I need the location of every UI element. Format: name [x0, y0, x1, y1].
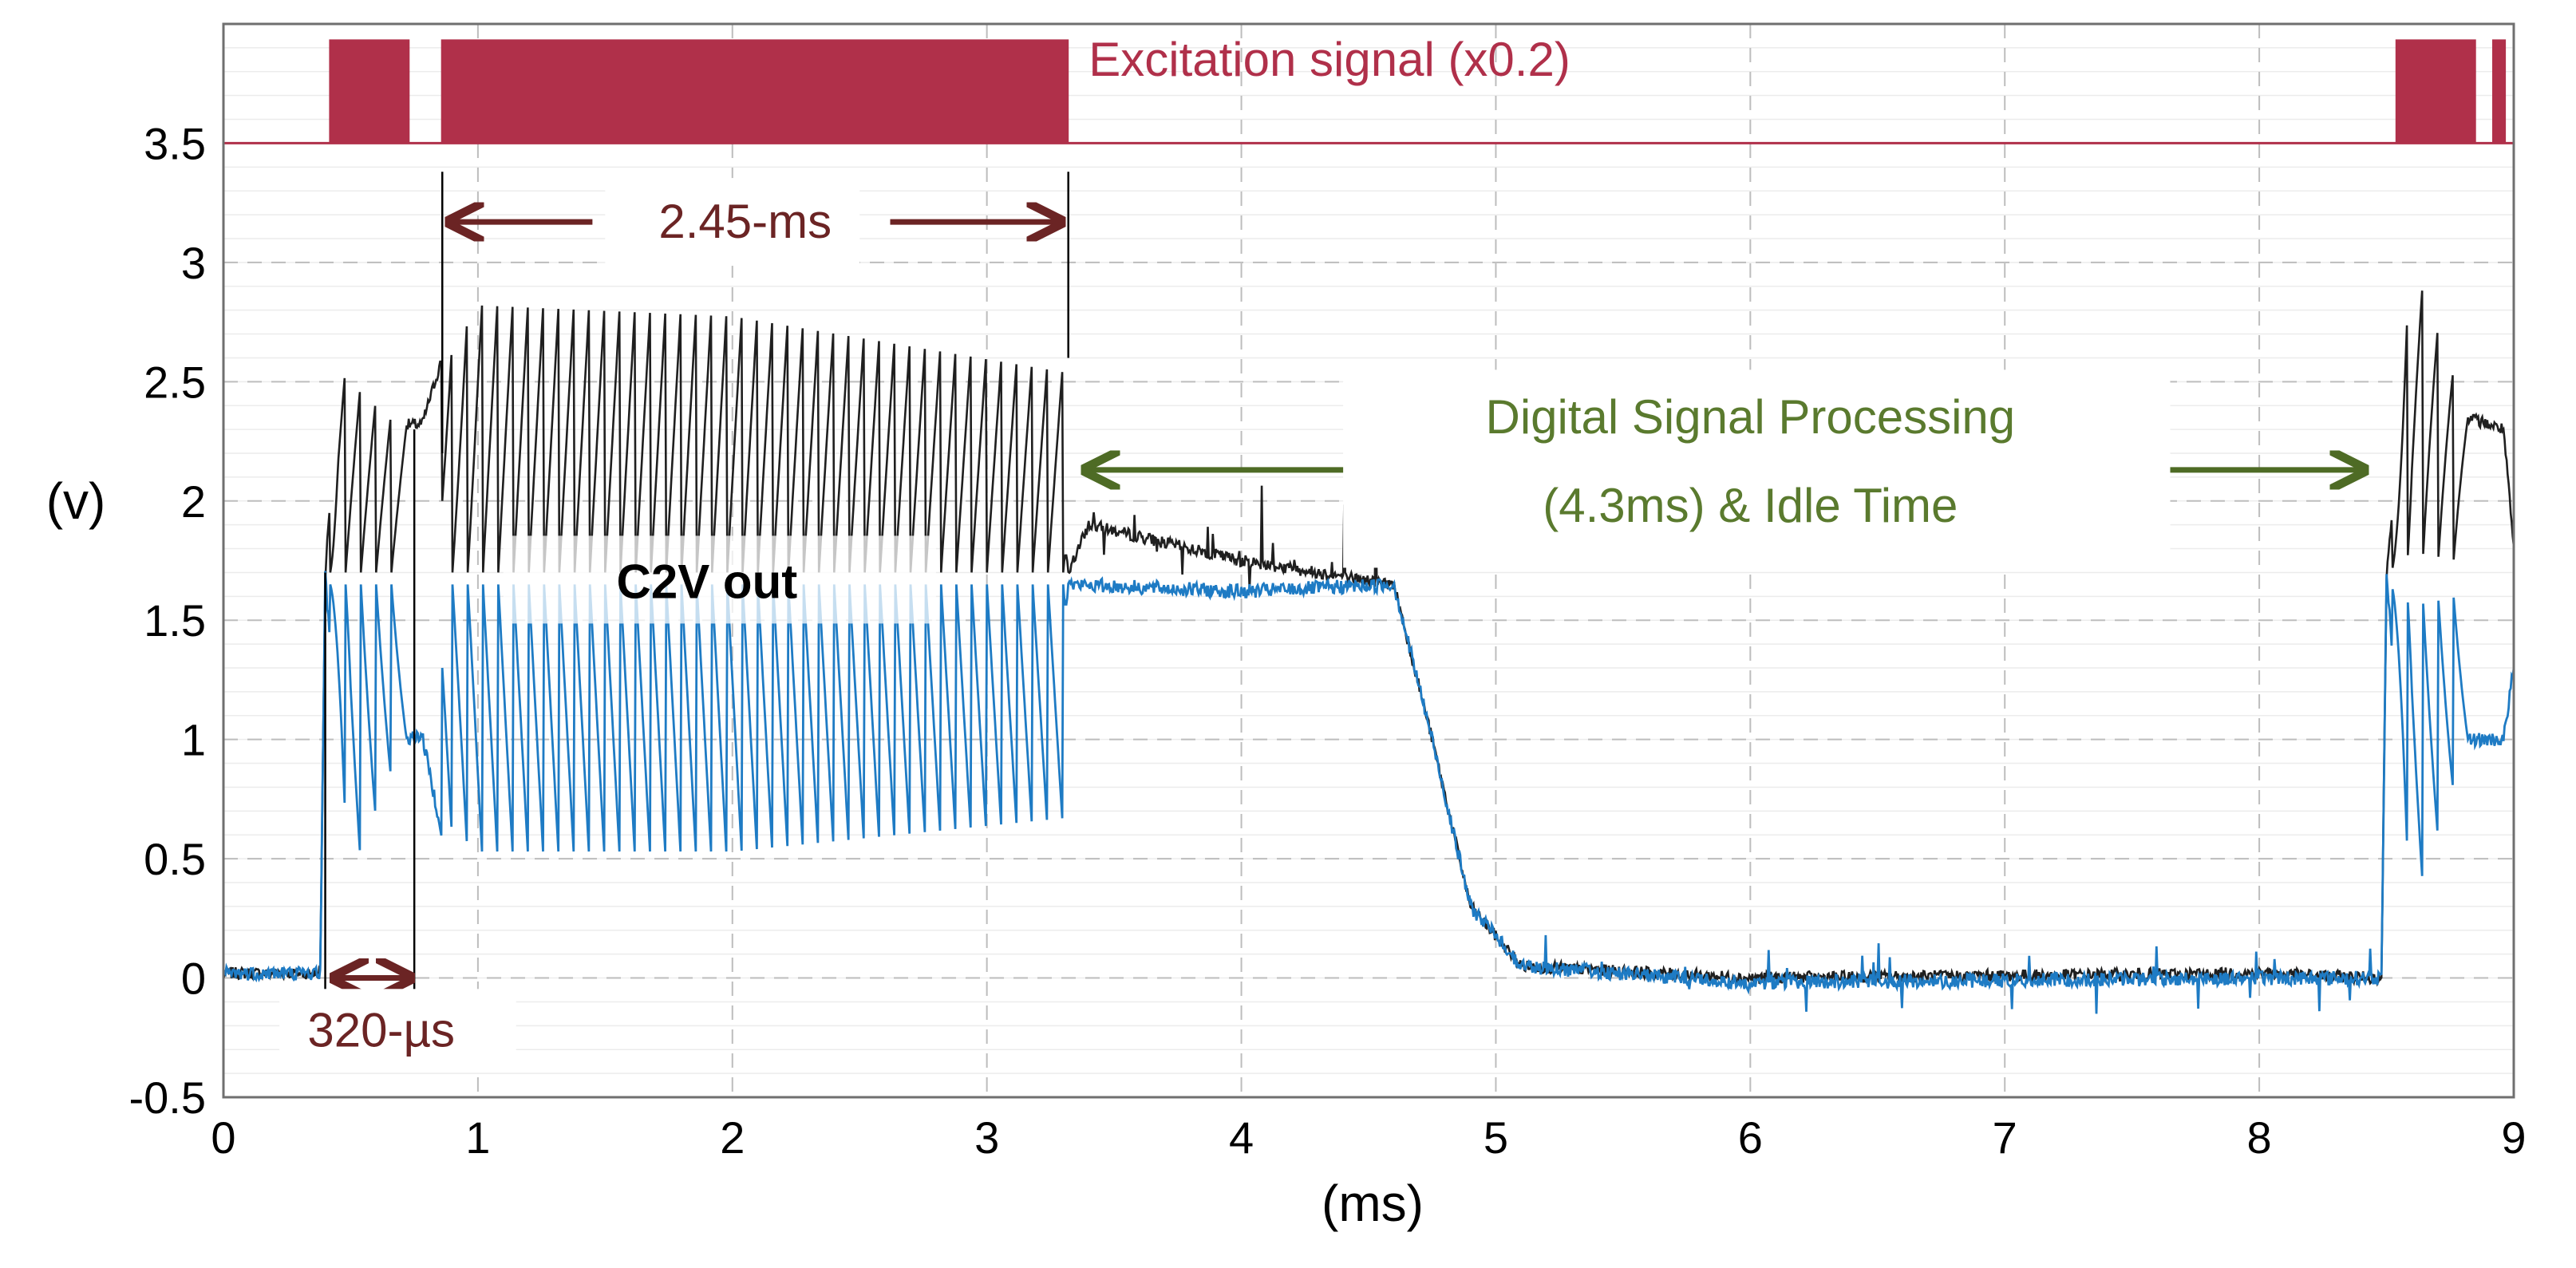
x-tick-label: 1: [465, 1112, 490, 1163]
c2v-label-background: [503, 535, 936, 624]
y-tick-label: 2: [181, 476, 206, 527]
x-tick-label: 8: [2247, 1112, 2272, 1163]
span-2-45ms-label: 2.45-ms: [658, 195, 832, 248]
y-tick-label: 0: [181, 954, 206, 1004]
span-320us-label: 320-µs: [307, 1003, 455, 1057]
x-tick-label: 5: [1484, 1112, 1508, 1163]
excitation-signal-label: Excitation signal (x0.2): [1088, 33, 1570, 86]
y-tick-label: 1.5: [144, 595, 206, 646]
x-tick-label: 4: [1229, 1112, 1254, 1163]
excitation-signal-line: [223, 39, 2514, 144]
x-tick-label: 3: [974, 1112, 999, 1163]
y-axis-title: (v): [46, 472, 106, 530]
c2v-out-low-envelope-line: [222, 571, 2515, 1014]
x-tick-label: 9: [2501, 1112, 2526, 1163]
x-tick-label: 0: [211, 1112, 235, 1163]
y-tick-label: 3.5: [144, 118, 206, 168]
annotation-layer: Excitation signal (x0.2) 2.45-ms 320-µs C2V…: [279, 33, 2365, 1072]
x-axis-title: (ms): [1322, 1175, 1424, 1232]
y-tick-label: 3: [181, 238, 206, 288]
plot-frame: [222, 22, 2515, 1099]
y-tick-label: 2.5: [144, 357, 206, 407]
x-tick-label: 7: [1993, 1112, 2017, 1163]
c2v-out-label: C2V out: [617, 555, 798, 608]
axis-layer: 0 1 2 3 4 5 6 7 8 9-0.500.511.522.533.5(ms)(v): [46, 22, 2527, 1232]
dsp-label-line2: (4.3ms) & Idle Time: [1543, 479, 1958, 532]
y-tick-label: 0.5: [144, 834, 206, 884]
dsp-label-line1: Digital Signal Processing: [1485, 390, 2015, 444]
span-label-background: [279, 989, 516, 1072]
dsp-label-background: [1343, 369, 2171, 568]
span-label-background: [605, 178, 860, 267]
x-tick-label: 6: [1738, 1112, 1763, 1163]
y-tick-label: 1: [181, 715, 206, 765]
x-tick-label: 2: [720, 1112, 745, 1163]
y-tick-label: -0.5: [129, 1072, 207, 1123]
